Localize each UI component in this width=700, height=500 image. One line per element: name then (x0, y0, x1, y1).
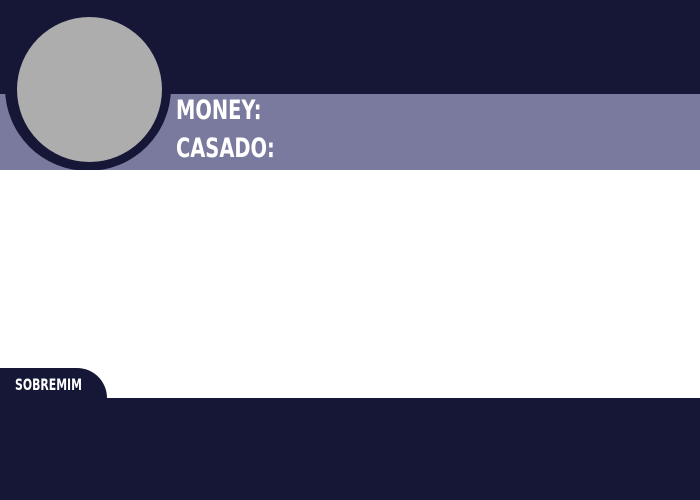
about-section (0, 398, 700, 500)
about-tab-label: SOBREMIM (15, 375, 82, 394)
money-label: MONEY: (176, 95, 262, 126)
content-area (0, 170, 700, 398)
casado-label: CASADO: (176, 133, 275, 164)
avatar (17, 17, 162, 162)
about-tab[interactable] (0, 368, 107, 400)
